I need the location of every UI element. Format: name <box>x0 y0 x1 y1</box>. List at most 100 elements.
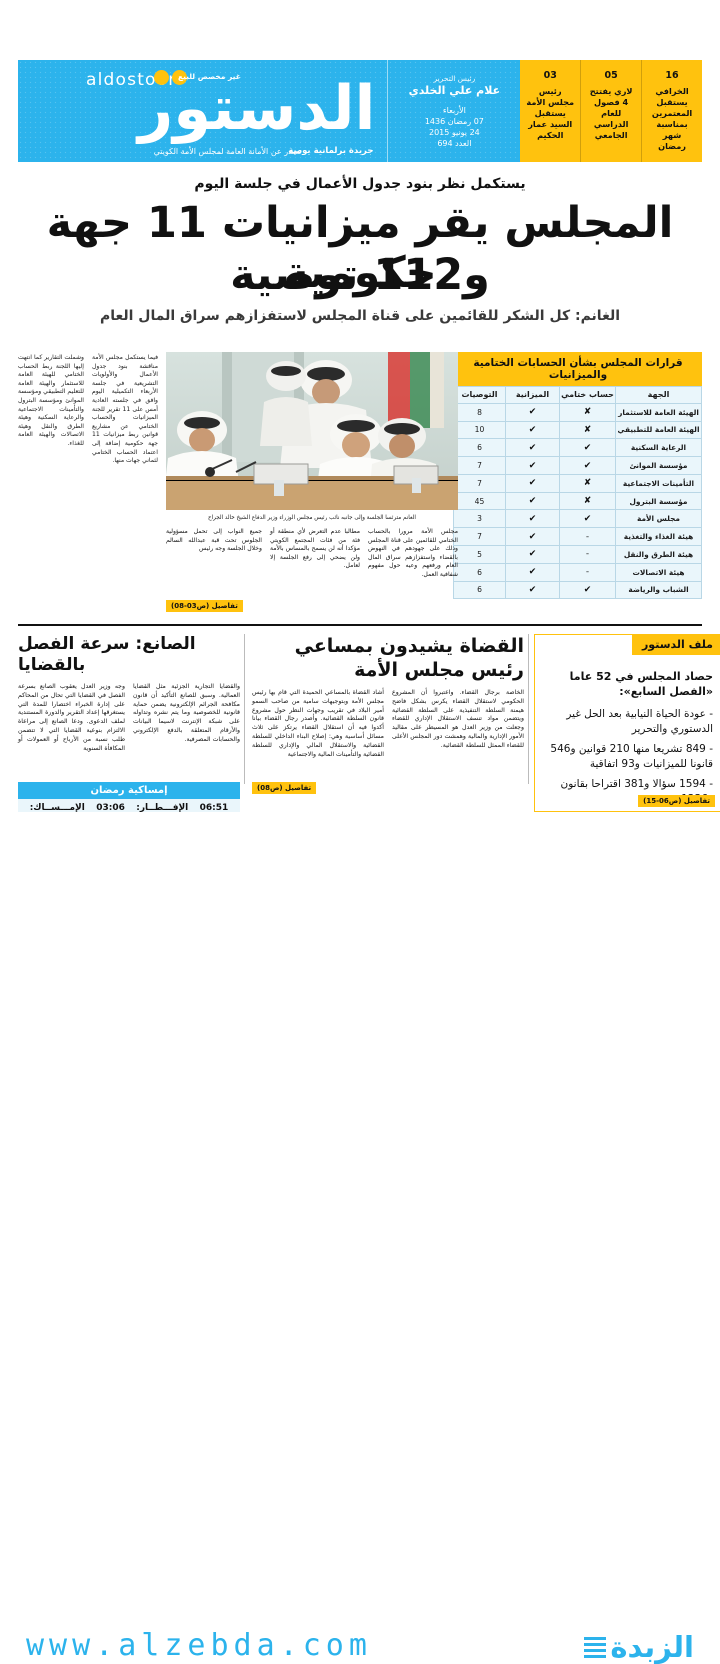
cell-budget: ✔ <box>505 456 560 475</box>
cell-entity: مؤسسة الموانئ <box>615 456 702 475</box>
cell-recommendations: 8 <box>453 402 506 422</box>
logo-latin: aldostoor <box>86 70 177 90</box>
teaser-text: رئيس مجلس الأمة يستقبل السيد عمار الحكيم <box>526 86 575 140</box>
lead-detail-tag[interactable]: تفاصيل (ص03-08) <box>166 600 243 612</box>
photo-caption: الغانم مترئسا الجلسة وإلى جانبه نائب رئي… <box>208 515 416 521</box>
column-divider-right <box>528 634 529 784</box>
dossier-box: ملف الدستور حصاد المجلس في 52 عاما «الفص… <box>534 634 720 812</box>
lines-icon <box>584 1636 607 1658</box>
lead-sub-col-2: مطالبا عدم التعرض لأي منطقة أو فئة من فئ… <box>270 528 360 570</box>
cell-recommendations: 45 <box>453 491 506 511</box>
cell-entity: مؤسسة البترول <box>615 491 702 511</box>
cell-budget: ✔ <box>505 580 560 600</box>
cell-recommendations: 3 <box>453 509 506 529</box>
cell-entity: هيئة الاتصالات <box>615 562 702 582</box>
not-for-sale-label: غير مخصص للبيع <box>178 72 241 81</box>
cell-final-account: ✘ <box>559 491 616 511</box>
teaser-item-2[interactable]: 16 الخرافي يستقبل المعتمرين بمناسبة شهر … <box>642 60 702 162</box>
cell-final-account: ✘ <box>559 402 616 422</box>
cell-budget: ✔ <box>505 420 560 440</box>
masthead: الدستور aldostoor غير مخصص للبيع جريدة ب… <box>18 60 702 162</box>
website-url[interactable]: www.alzebda.com <box>26 1628 372 1663</box>
cell-final-account: ✘ <box>559 473 616 493</box>
dossier-detail-tag[interactable]: تفاصيل (ص06-15) <box>638 795 715 807</box>
cell-budget: ✔ <box>505 527 560 547</box>
cell-recommendations: 6 <box>453 438 506 458</box>
alzebda-logo[interactable]: الزبدة <box>584 1630 694 1664</box>
teaser-item-0[interactable]: 03 رئيس مجلس الأمة يستقبل السيد عمار الح… <box>520 60 582 162</box>
table-row: مؤسسة البترول ✘ ✔ 45 <box>453 491 702 511</box>
table-title: قرارات المجلس بشأن الحسابات الختامية وال… <box>454 352 702 386</box>
tagline-right: جريدة برلمانية يومية <box>288 146 374 156</box>
article-col-b: والقضايا التجارية الجزئية مثل القضايا ال… <box>133 683 240 743</box>
teaser-item-1[interactable]: 05 لاري يفتتح 4 فصول للعام الدراسي الجام… <box>581 60 643 162</box>
cell-recommendations: 5 <box>453 545 506 564</box>
lead-sub-col-3: جميع النواب إلى تحمل مسؤولية الجلوس تحت … <box>166 528 262 553</box>
dossier-headline: حصاد المجلس في 52 عاما «الفصل السابع»: <box>569 670 713 698</box>
cell-final-account: - <box>559 562 616 582</box>
section-divider <box>18 624 702 626</box>
cell-recommendations: 6 <box>453 562 506 582</box>
alzebda-text: الزبدة <box>610 1630 694 1664</box>
article-headline-line1[interactable]: القضاة يشيدون بمساعي <box>294 635 524 657</box>
main-headline-line1[interactable]: المجلس يقر ميزانيات 11 جهة حكومية <box>46 198 675 298</box>
cell-final-account: - <box>559 527 616 547</box>
col-header-entity: الجهة <box>615 386 702 404</box>
col-header-budget: الميزانية <box>505 386 560 404</box>
cell-recommendations: 7 <box>453 527 506 547</box>
date-gregorian: 24 يونيو 2015 <box>428 127 480 137</box>
cell-entity: الشباب والرياضة <box>615 580 702 600</box>
cell-recommendations: 10 <box>453 420 506 440</box>
cell-entity: هيئة الغذاء والتغذية <box>615 527 702 547</box>
table-body: الهيئة العامة للاستثمار ✘ ✔ 8 الهيئة العامة … <box>453 402 702 600</box>
table: الجهة حساب ختامي الميزانية التوصيات الهي… <box>453 386 702 600</box>
cell-final-account: - <box>559 545 616 564</box>
cell-entity: الهيئة العامة للاستثمار <box>615 402 702 422</box>
ramadan-timetable: إمساكية رمضان الإمـــســاك: 03:06 الإفــ… <box>18 782 240 817</box>
article-headline[interactable]: الصانع: سرعة الفصل بالقضايا <box>18 634 196 675</box>
cell-budget: ✔ <box>505 438 560 458</box>
decisions-table: قرارات المجلس بشأن الحسابات الختامية وال… <box>453 352 702 600</box>
teaser-strip: 16 الخرافي يستقبل المعتمرين بمناسبة شهر … <box>520 60 702 162</box>
cell-entity: الرعاية السكنية <box>615 438 702 458</box>
table-row: هيئة الاتصالات - ✔ 6 <box>453 562 702 582</box>
date-day: الأربعاء <box>442 105 466 115</box>
table-row: مؤسسة الموانئ ✔ ✔ 7 <box>453 456 702 475</box>
dossier-item-1: - 849 تشريعا منها 210 قوانين و546 قانونا… <box>550 743 713 770</box>
middle-zone: قرارات المجلس بشأن الحسابات الختامية وال… <box>18 352 702 620</box>
logo-arabic[interactable]: الدستور <box>138 73 376 144</box>
teaser-page-number: 16 <box>665 70 679 81</box>
cell-recommendations: 6 <box>453 580 506 600</box>
masthead-logo-block: الدستور aldostoor غير مخصص للبيع جريدة ب… <box>18 60 388 162</box>
editor-label: رئيس التحرير <box>433 73 476 83</box>
table-row: هيئة الغذاء والتغذية - ✔ 7 <box>453 527 702 547</box>
cell-budget: ✔ <box>505 491 560 511</box>
article-alsanea: الصانع: سرعة الفصل بالقضايا وجه وزير الع… <box>18 634 240 753</box>
col-header-recommendations: التوصيات <box>453 386 506 404</box>
cell-budget: ✔ <box>505 509 560 529</box>
judges-detail-tag[interactable]: تفاصيل (ص08) <box>252 782 317 794</box>
headline-subhead: الغانم: كل الشكر للقائمين على قناة المجل… <box>99 308 621 324</box>
cell-recommendations: 7 <box>453 456 506 475</box>
cell-entity: هيئة الطرق والنقل <box>615 545 702 564</box>
article-headline-line2[interactable]: رئيس مجلس الأمة <box>354 659 524 681</box>
imsak-label: الإمـــســاك: <box>29 803 85 813</box>
teaser-text: الخرافي يستقبل المعتمرين بمناسبة شهر رمض… <box>651 86 693 151</box>
cell-budget: ✔ <box>505 402 560 422</box>
article-judges: القضاة يشيدون بمساعي رئيس مجلس الأمة أشا… <box>252 634 524 794</box>
table-row: الرعاية السكنية ✔ ✔ 6 <box>453 438 702 458</box>
table-row: هيئة الطرق والنقل - ✔ 5 <box>453 545 702 564</box>
lead-col-b: وشملت التقارير كما انتهت إليها اللجنة رب… <box>17 354 84 447</box>
iftar-label: الإفـــطــار: <box>136 803 189 813</box>
issue-number: العدد 694 <box>437 138 472 148</box>
col-header-final-account: حساب ختامي <box>559 386 616 404</box>
dossier-tab-label[interactable]: ملف الدستور <box>631 634 720 655</box>
lead-col-a: فيما يستكمل مجلس الأمة مناقشة بنود جدول … <box>92 354 158 465</box>
imsak-time: 03:06 <box>96 803 125 813</box>
newspaper-front-page: الدستور aldostoor غير مخصص للبيع جريدة ب… <box>0 60 720 1664</box>
main-headline-line2[interactable]: و112 توصية <box>230 250 491 300</box>
footer-bar: www.alzebda.com الزبدة <box>0 812 720 1664</box>
lead-subcolumns: مجلس الأمة مرورا بالحساب الختامي للقائمي… <box>166 528 458 620</box>
table-row: مجلس الأمة ✔ ✔ 3 <box>453 509 702 529</box>
cell-final-account: ✔ <box>559 456 616 475</box>
